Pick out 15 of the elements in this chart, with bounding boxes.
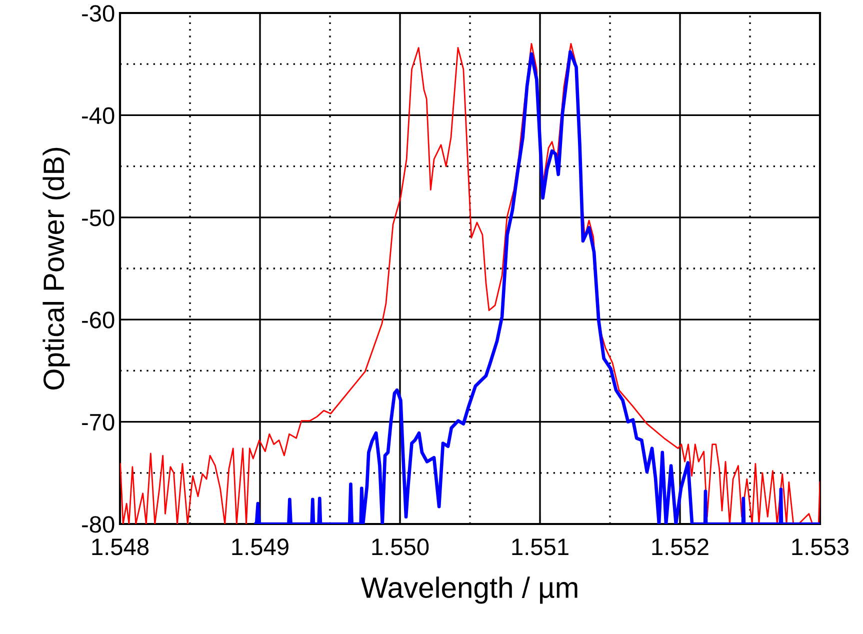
x-tick-label: 1.551 xyxy=(512,538,568,556)
x-tick-label: 1.552 xyxy=(652,538,708,556)
y-axis-title: Optical Power (dB) xyxy=(42,148,70,390)
x-axis-title: Wavelength / µm xyxy=(360,576,578,604)
y-tick-label: -40 xyxy=(82,107,114,124)
x-tick-label: 1.548 xyxy=(92,538,149,556)
x-tick-label: 1.549 xyxy=(232,538,288,556)
y-tick-label: -30 xyxy=(82,5,114,22)
y-tick-label: -60 xyxy=(82,312,114,328)
x-tick-label: 1.553 xyxy=(792,538,849,556)
x-tick-label: 1.550 xyxy=(372,538,429,556)
y-tick-label: -80 xyxy=(82,516,114,533)
y-tick-label: -50 xyxy=(82,209,114,226)
line-series xyxy=(254,50,820,524)
y-tick-label: -70 xyxy=(82,414,114,431)
